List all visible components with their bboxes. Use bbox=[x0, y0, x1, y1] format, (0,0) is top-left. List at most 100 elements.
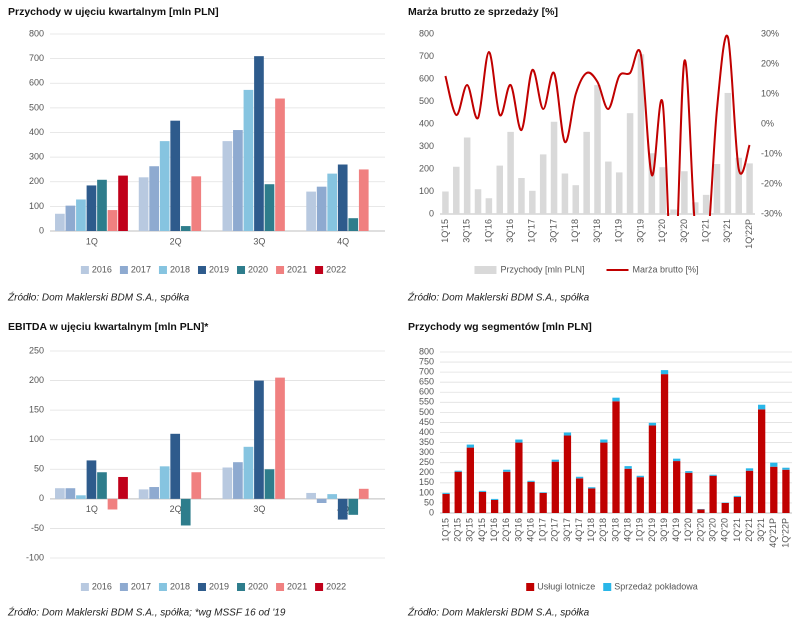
bar bbox=[180, 226, 191, 231]
bar bbox=[490, 499, 499, 513]
bar bbox=[648, 153, 656, 214]
bar bbox=[243, 446, 254, 499]
x-tick-label: 4Q'17 bbox=[574, 518, 584, 542]
bar bbox=[626, 113, 634, 214]
bar bbox=[86, 185, 97, 231]
y-tick-label: 0 bbox=[39, 225, 44, 235]
y-tick-label: 700 bbox=[419, 51, 434, 61]
bar bbox=[337, 498, 348, 520]
bar bbox=[746, 163, 753, 214]
y2-tick-label: 0% bbox=[761, 118, 774, 128]
bar bbox=[612, 397, 620, 402]
y-tick-label: 300 bbox=[29, 152, 44, 162]
y-tick-label: 150 bbox=[419, 477, 434, 487]
bar bbox=[275, 377, 285, 499]
x-tick-label: 3Q'16 bbox=[513, 518, 523, 542]
legend-label: Marża brutto [%] bbox=[633, 264, 699, 274]
y-tick-label: 350 bbox=[419, 437, 434, 447]
bar bbox=[709, 474, 717, 476]
bar bbox=[770, 466, 778, 513]
legend-swatch bbox=[197, 583, 206, 591]
y-tick-label: 600 bbox=[419, 387, 434, 397]
bar bbox=[348, 218, 359, 231]
y-tick-label: 150 bbox=[29, 405, 44, 415]
x-tick-label: 3Q bbox=[253, 504, 265, 514]
legend-swatch bbox=[474, 266, 497, 274]
bar bbox=[118, 476, 128, 499]
bar bbox=[55, 213, 65, 231]
legend-label: 2022 bbox=[326, 264, 346, 274]
bar bbox=[758, 409, 766, 513]
bar bbox=[264, 184, 275, 231]
chart-panel: Marża brutto ze sprzedaży [%] Źródło: Dom… bbox=[407, 6, 782, 304]
y-tick-label: 250 bbox=[419, 457, 434, 467]
y-tick-label: 200 bbox=[29, 176, 44, 186]
bar bbox=[358, 169, 369, 231]
legend-label: Sprzedaż pokładowa bbox=[614, 581, 698, 591]
bar bbox=[327, 173, 338, 231]
bar bbox=[306, 191, 316, 231]
bar bbox=[733, 496, 742, 513]
bar bbox=[442, 191, 449, 214]
legend-label: 2016 bbox=[92, 581, 112, 591]
x-tick-label: 1Q bbox=[86, 504, 98, 514]
bar bbox=[685, 471, 693, 473]
bar bbox=[254, 380, 264, 499]
legend: 2016 2017 2018 2019 2020 2021 2022 bbox=[80, 264, 346, 274]
bar bbox=[191, 472, 202, 499]
chart-title: Przychody w ujęciu kwartalnym [mln PLN] bbox=[8, 6, 219, 18]
legend-label: 2020 bbox=[248, 264, 268, 274]
bar bbox=[478, 490, 487, 492]
bar bbox=[86, 460, 97, 499]
bar bbox=[55, 488, 65, 499]
y-tick-label: 200 bbox=[419, 467, 434, 477]
y-tick-label: 400 bbox=[419, 427, 434, 437]
bar bbox=[563, 435, 572, 513]
bar bbox=[735, 157, 742, 214]
y-tick-label: 0 bbox=[39, 493, 44, 503]
legend-swatch bbox=[315, 266, 324, 274]
bar bbox=[637, 54, 645, 214]
x-tick-label: 3Q'20 bbox=[679, 219, 689, 243]
chart-title: EBITDA w ujęciu kwartalnym [mln PLN]* bbox=[8, 321, 209, 333]
x-tick-label: 2Q'20 bbox=[695, 518, 705, 542]
y2-tick-label: 10% bbox=[761, 88, 779, 98]
bar bbox=[97, 472, 107, 499]
y-tick-label: 200 bbox=[29, 375, 44, 385]
x-tick-label: 3Q'18 bbox=[592, 219, 602, 243]
bar bbox=[673, 461, 681, 513]
bar bbox=[485, 198, 493, 214]
source-note: Źródło: Dom Maklerski BDM S.A., spółka bbox=[7, 291, 190, 304]
legend-swatch bbox=[158, 583, 167, 591]
legend-swatch bbox=[276, 266, 285, 274]
bar bbox=[588, 487, 596, 489]
bar bbox=[721, 502, 729, 513]
legend-swatch bbox=[603, 583, 612, 591]
legend-swatch bbox=[276, 583, 285, 591]
y-tick-label: 100 bbox=[29, 201, 44, 211]
bar bbox=[515, 439, 523, 443]
bar bbox=[454, 470, 462, 472]
bar bbox=[572, 185, 580, 214]
bar bbox=[503, 471, 511, 513]
legend-label: 2019 bbox=[209, 264, 229, 274]
x-tick-label: 3Q'20 bbox=[707, 518, 717, 542]
x-tick-label: 4Q bbox=[337, 236, 349, 246]
chart-panel: Przychody w ujęciu kwartalnym [mln PLN] Ź… bbox=[7, 6, 385, 304]
legend-label: 2017 bbox=[131, 264, 151, 274]
bar bbox=[254, 56, 264, 231]
legend-label: 2019 bbox=[209, 581, 229, 591]
bar bbox=[692, 202, 699, 214]
legend-label: 2021 bbox=[287, 581, 307, 591]
bar bbox=[550, 121, 558, 214]
y-tick-label: 750 bbox=[419, 356, 434, 366]
source-note: Źródło: Dom Maklerski BDM S.A., spółka bbox=[407, 291, 590, 304]
bar bbox=[222, 467, 233, 499]
x-tick-label: 1Q'15 bbox=[440, 219, 450, 243]
bar bbox=[65, 488, 76, 499]
bar bbox=[588, 488, 596, 513]
legend-label: 2020 bbox=[248, 581, 268, 591]
bar bbox=[612, 401, 620, 513]
y-tick-label: 550 bbox=[419, 397, 434, 407]
y-tick-label: 700 bbox=[419, 367, 434, 377]
